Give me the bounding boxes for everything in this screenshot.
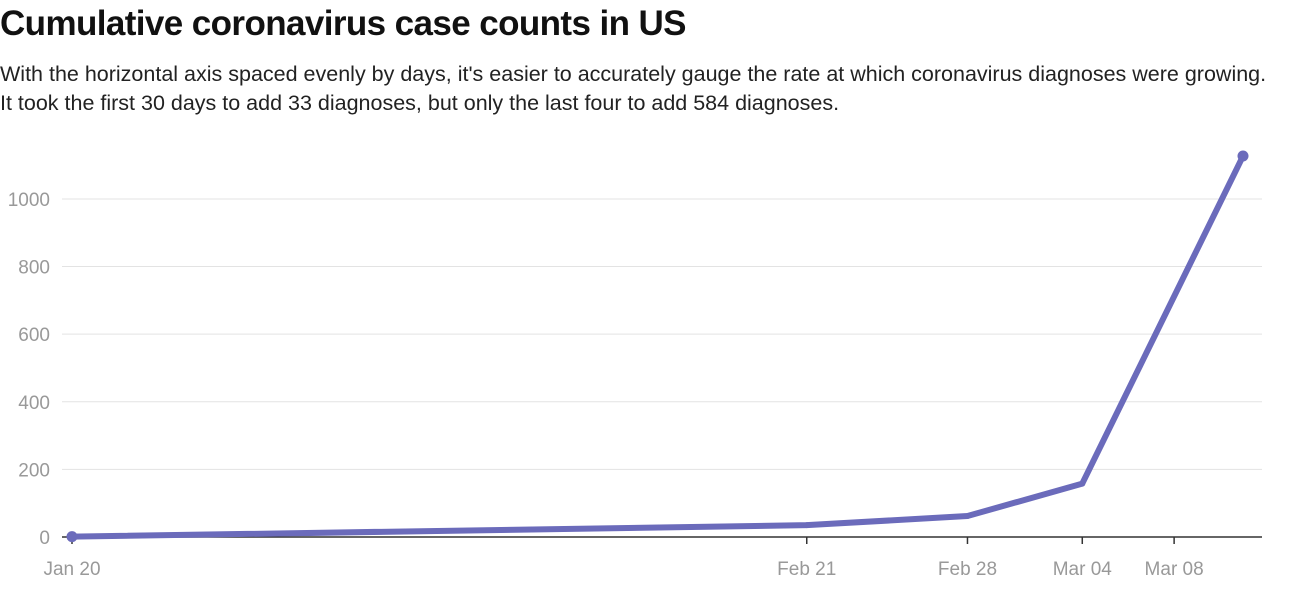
data-point bbox=[1237, 150, 1249, 162]
y-axis: 0 200 400 600 800 1000 bbox=[8, 190, 50, 549]
x-tick-label: Mar 04 bbox=[1053, 559, 1113, 580]
data-point bbox=[1079, 480, 1086, 487]
x-tick-label: Jan 20 bbox=[43, 559, 100, 580]
y-tick-label: 200 bbox=[18, 460, 50, 481]
x-axis: Jan 20 Feb 21 Feb 28 Mar 04 Mar 08 bbox=[43, 536, 1262, 580]
gridlines bbox=[62, 198, 1262, 470]
x-tick-label: Mar 08 bbox=[1145, 559, 1204, 580]
x-tick-label: Feb 28 bbox=[938, 559, 997, 580]
y-tick-label: 1000 bbox=[8, 190, 50, 211]
y-tick-label: 0 bbox=[39, 528, 50, 549]
x-tick-label: Feb 21 bbox=[777, 559, 836, 580]
data-point bbox=[803, 522, 810, 529]
data-point bbox=[964, 513, 971, 520]
y-tick-label: 800 bbox=[18, 258, 50, 279]
series-line bbox=[69, 153, 1246, 540]
y-tick-label: 400 bbox=[18, 393, 50, 414]
series-layer bbox=[66, 150, 1249, 543]
data-point bbox=[66, 531, 78, 543]
chart-title: Cumulative coronavirus case counts in US bbox=[0, 4, 687, 43]
y-tick-label: 600 bbox=[18, 325, 50, 346]
chart-subtitle: With the horizontal axis spaced evenly b… bbox=[0, 62, 1267, 115]
